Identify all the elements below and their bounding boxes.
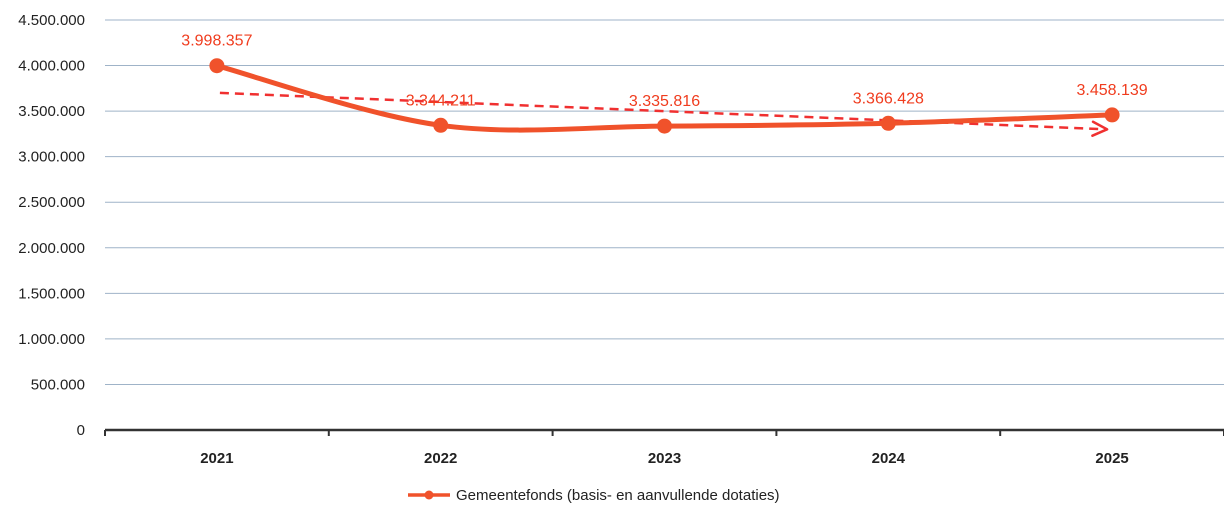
x-tick-label: 2024 bbox=[872, 450, 906, 467]
y-tick-label: 2.000.000 bbox=[18, 240, 85, 257]
data-point-2022 bbox=[433, 117, 449, 133]
x-tick-label: 2021 bbox=[200, 450, 233, 467]
x-tick-label: 2025 bbox=[1095, 450, 1128, 467]
y-tick-label: 0 bbox=[77, 422, 85, 439]
y-axis-tick-labels: 0 500.000 1.000.000 1.500.000 2.000.000 2.500… bbox=[18, 12, 85, 439]
data-point-2023 bbox=[657, 118, 672, 134]
legend-dot-marker bbox=[424, 490, 434, 500]
y-tick-label: 1.500.000 bbox=[18, 285, 85, 302]
y-tick-label: 4.000.000 bbox=[18, 58, 85, 75]
data-label-2021: 3.998.357 bbox=[181, 33, 252, 50]
data-label-2022: 3.344.211 bbox=[406, 92, 476, 109]
series-gemeentefonds bbox=[209, 58, 1120, 134]
y-tick-label: 3.500.000 bbox=[18, 103, 85, 120]
gridlines bbox=[105, 19, 1224, 385]
data-label-2025: 3.458.139 bbox=[1077, 82, 1148, 99]
data-point-2021 bbox=[209, 58, 225, 74]
data-labels: 3.998.357 3.344.211 3.335.816 3.366.428 3.45… bbox=[181, 33, 1147, 110]
y-tick-label: 2.500.000 bbox=[18, 194, 85, 211]
x-tick-label: 2023 bbox=[648, 450, 681, 467]
data-point-2024 bbox=[880, 115, 896, 131]
x-axis-tick-labels: 2021 2022 2023 2024 2025 bbox=[200, 450, 1129, 467]
y-tick-label: 1.000.000 bbox=[18, 331, 85, 348]
trendline-arrowhead bbox=[1091, 120, 1109, 137]
data-label-2023: 3.335.816 bbox=[629, 93, 700, 110]
data-label-2024: 3.366.428 bbox=[853, 90, 924, 107]
x-tick-label: 2022 bbox=[424, 450, 457, 467]
x-axis bbox=[104, 428, 1224, 436]
y-tick-label: 3.000.000 bbox=[18, 149, 85, 166]
legend: Gemeentefonds (basis- en aanvullende dot… bbox=[408, 487, 780, 504]
y-tick-label: 4.500.000 bbox=[18, 12, 85, 29]
data-point-2025 bbox=[1104, 107, 1120, 123]
y-tick-label: 500.000 bbox=[31, 376, 85, 393]
legend-series-label: Gemeentefonds (basis- en aanvullende dot… bbox=[456, 487, 780, 504]
